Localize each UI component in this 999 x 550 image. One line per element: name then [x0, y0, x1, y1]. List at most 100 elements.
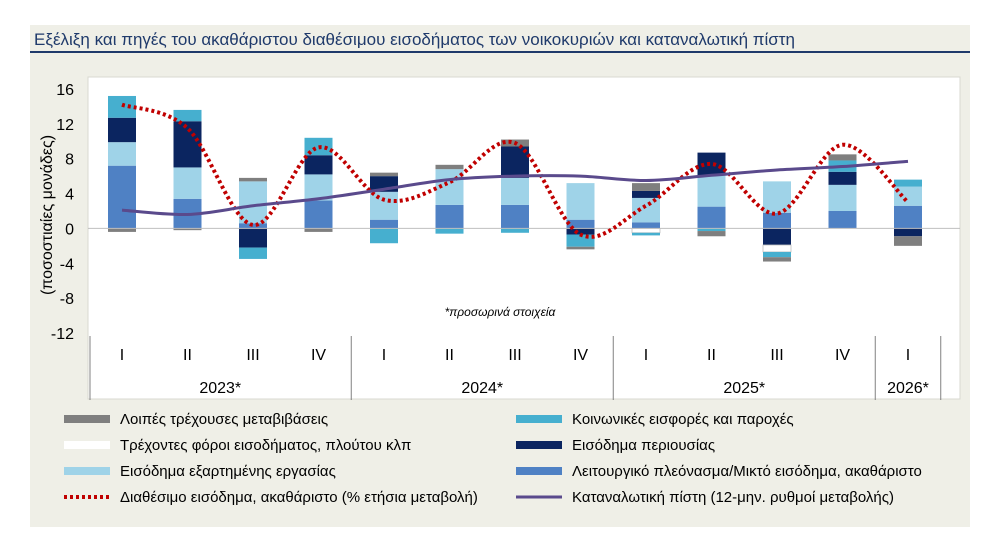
x-tick-label: III	[770, 347, 783, 364]
legend-label: Τρέχοντες φόροι εισοδήματος, πλούτου κλπ	[120, 437, 411, 454]
bar-other	[435, 164, 464, 170]
x-tick-label: I	[382, 347, 386, 364]
bar-social	[370, 228, 398, 244]
bar-property	[108, 117, 136, 143]
legend-label: Εισόδημα εξαρτημένης εργασίας	[120, 463, 336, 480]
bar-other	[370, 172, 398, 177]
note-provisional: *προσωρινά στοιχεία	[445, 305, 557, 319]
bar-operating	[304, 200, 333, 229]
bar-property	[632, 190, 660, 198]
bar-other	[632, 183, 660, 191]
bar-social	[632, 232, 660, 236]
bar-property	[697, 152, 726, 176]
legend-swatch-property	[516, 441, 562, 449]
x-tick-label: IV	[311, 347, 326, 364]
bar-property	[173, 121, 202, 168]
bar-operating	[828, 211, 857, 229]
bar-operating	[501, 204, 529, 229]
bar-other	[108, 228, 136, 232]
bar-employment	[828, 184, 857, 211]
legend-swatch-other	[64, 415, 110, 423]
lines-layer	[121, 102, 910, 239]
y-tick-label: 12	[56, 117, 74, 134]
bar-employment	[370, 191, 398, 220]
y-tick-label: 4	[65, 187, 74, 204]
bar-operating	[108, 165, 136, 229]
x-tick-label: II	[183, 347, 192, 364]
legend-swatch-operating	[516, 467, 562, 475]
bar-operating	[566, 219, 595, 229]
bar-operating	[763, 212, 791, 229]
bar-employment	[239, 181, 267, 224]
bar-social	[435, 228, 464, 234]
bar-property	[763, 228, 791, 245]
bar-social	[894, 179, 922, 187]
bar-employment	[697, 175, 726, 207]
x-group-label: 2023*	[199, 380, 241, 397]
legend-label: Λοιπές τρέχουσες μεταβιβάσεις	[120, 411, 328, 428]
legend: Λοιπές τρέχουσες μεταβιβάσεις Κοινωνικές …	[64, 411, 922, 506]
bars-layer	[88, 95, 960, 262]
bar-other	[894, 236, 922, 246]
x-tick-label: I	[120, 347, 124, 364]
bar-employment	[763, 181, 791, 213]
bar-social	[304, 137, 333, 156]
x-tick-label: IV	[835, 347, 850, 364]
y-tick-label: -4	[60, 256, 74, 273]
legend-label: Λειτουργικό πλεόνασμα/Μικτό εισόδημα, ακ…	[572, 463, 922, 480]
bar-social	[763, 251, 791, 258]
bar-property	[894, 228, 922, 237]
bar-other	[763, 257, 791, 262]
bar-taxes	[631, 228, 661, 234]
legend-label: Εισόδημα περιουσίας	[572, 437, 715, 454]
x-tick-label: IV	[573, 347, 588, 364]
bar-employment	[894, 186, 922, 206]
plot-area	[87, 76, 961, 400]
bar-property	[566, 228, 595, 235]
bar-property	[304, 155, 333, 175]
bar-social	[173, 109, 202, 122]
bar-operating	[894, 205, 922, 229]
bar-other	[828, 154, 857, 161]
bar-social	[108, 95, 136, 118]
bar-operating	[697, 206, 726, 229]
y-axis-label: (ποσοστιαίες μονάδες)	[39, 135, 56, 295]
legend-label: Καταναλωτική πίστη (12-μην. ρυθμοί μεταβ…	[572, 489, 894, 506]
bar-employment	[173, 167, 202, 199]
bar-property	[828, 171, 857, 185]
bar-operating	[435, 204, 464, 229]
bar-social	[239, 247, 267, 259]
x-tick-label: II	[707, 347, 716, 364]
bar-employment	[108, 142, 136, 166]
bar-operating	[632, 222, 660, 229]
bar-operating	[239, 223, 267, 229]
x-group-label: 2026*	[887, 380, 929, 397]
x-tick-label: II	[445, 347, 454, 364]
chart-title: Εξέλιξη και πηγές του ακαθάριστου διαθέσ…	[34, 30, 795, 49]
legend-label: Κοινωνικές εισφορές και παροχές	[572, 411, 794, 428]
bar-other	[173, 228, 202, 231]
bar-taxes	[762, 244, 792, 253]
y-axis-label-group: (ποσοστιαίες μονάδες)	[39, 135, 56, 295]
bar-social	[697, 228, 726, 232]
x-tick-label: III	[246, 347, 259, 364]
line-credit_line	[121, 159, 909, 217]
bar-other	[304, 228, 333, 232]
x-group-label: 2025*	[723, 380, 765, 397]
x-tick-label: III	[508, 347, 521, 364]
x-tick-label: I	[906, 347, 910, 364]
y-tick-label: 8	[65, 152, 74, 169]
y-tick-label: -8	[60, 291, 74, 308]
bar-property	[239, 228, 267, 248]
x-tick-label: I	[644, 347, 648, 364]
y-tick-label: 16	[56, 82, 74, 99]
legend-swatch-employment	[64, 467, 110, 475]
legend-label: Διαθέσιμο εισόδημα, ακαθάριστο (% ετήσια…	[120, 489, 478, 506]
line-disposable_line	[121, 102, 910, 239]
bar-employment	[566, 183, 595, 220]
bar-other	[697, 231, 726, 237]
y-axis-ticks: 16 12 8 4 0 -4 -8 -12	[51, 82, 74, 343]
